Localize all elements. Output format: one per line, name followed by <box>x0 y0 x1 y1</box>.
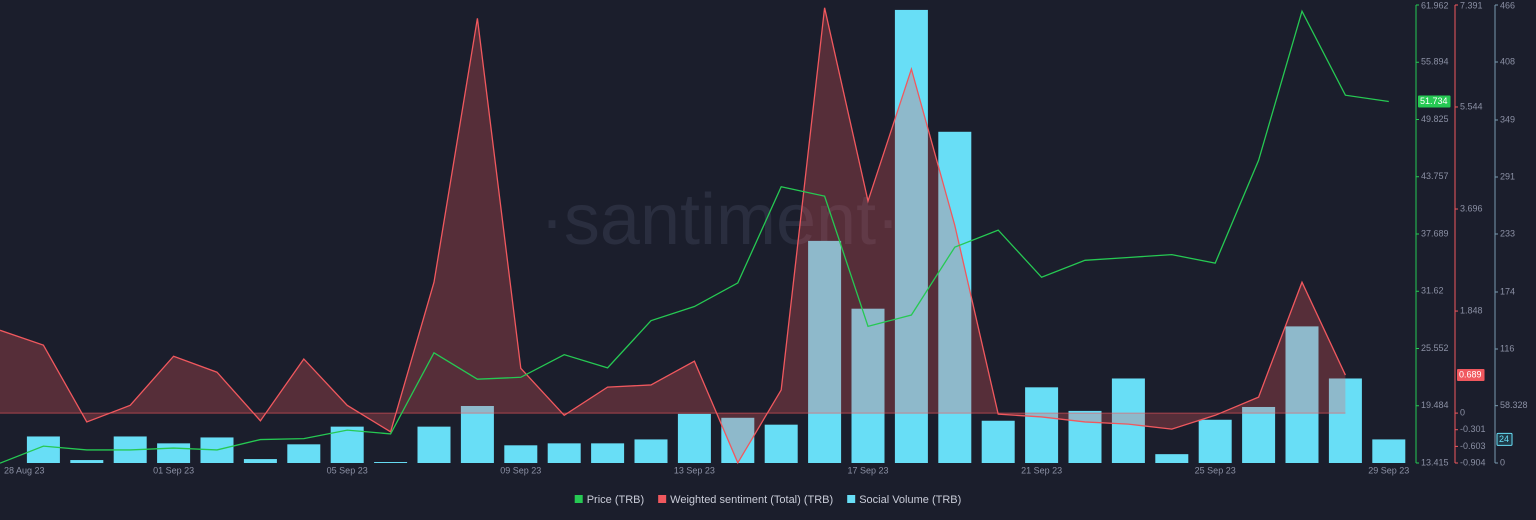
bar <box>1155 454 1189 463</box>
legend-label: Social Volume (TRB) <box>859 494 961 506</box>
legend-swatch <box>847 495 856 503</box>
legend-swatch <box>658 495 667 503</box>
bar <box>460 405 494 463</box>
x-tick-label: 28 Aug 23 <box>4 465 45 475</box>
tick-label: 291 <box>1500 171 1515 181</box>
legend: Price (TRB) Weighted sentiment (Total) (T… <box>574 494 961 506</box>
bar <box>1068 410 1102 463</box>
tick-label: 25.552 <box>1421 343 1449 353</box>
legend-swatch <box>574 495 583 503</box>
bar <box>1372 439 1406 463</box>
tick-label: 31.62 <box>1421 286 1444 296</box>
badge-label: 24 <box>1499 434 1509 444</box>
tick-label: 116 <box>1500 343 1514 353</box>
tick-label: 349 <box>1500 114 1515 124</box>
x-tick-label: 17 Sep 23 <box>847 465 888 475</box>
tick-label: -0.904 <box>1460 457 1486 467</box>
bar <box>243 459 277 463</box>
sentiment-line <box>0 7 1346 465</box>
bar <box>851 308 885 463</box>
bar <box>634 439 668 463</box>
x-tick-label: 21 Sep 23 <box>1021 465 1062 475</box>
bar <box>417 426 451 463</box>
tick-label: -0.301 <box>1460 424 1486 434</box>
tick-label: 466 <box>1500 0 1515 10</box>
tick-label: 0 <box>1460 407 1465 417</box>
bar <box>374 462 408 463</box>
bar <box>547 443 581 463</box>
value-badge: 0.689 <box>1457 369 1485 382</box>
x-tick-label: 25 Sep 23 <box>1195 465 1236 475</box>
bar <box>677 413 711 463</box>
bar <box>764 424 798 463</box>
tick-label: 7.391 <box>1460 0 1483 10</box>
bar <box>1198 419 1232 463</box>
tick-label: 61.962 <box>1421 0 1449 10</box>
x-tick-label: 01 Sep 23 <box>153 465 194 475</box>
x-tick-label: 13 Sep 23 <box>674 465 715 475</box>
bar <box>1242 406 1276 463</box>
x-tick-label: 05 Sep 23 <box>327 465 368 475</box>
bar <box>1328 378 1362 463</box>
tick-label: 58.328 <box>1500 400 1528 410</box>
bar <box>808 240 842 463</box>
bar <box>287 444 321 463</box>
bar <box>504 445 538 463</box>
tick-label: 19.484 <box>1421 400 1449 410</box>
tick-label: 0 <box>1500 457 1505 467</box>
bar <box>1285 326 1319 463</box>
price-line <box>0 9 1389 464</box>
tick-label: 13.415 <box>1421 457 1449 467</box>
tick-label: 233 <box>1500 228 1515 238</box>
tick-label: 174 <box>1500 286 1515 296</box>
bar <box>26 436 60 463</box>
tick-label: 37.689 <box>1421 228 1449 238</box>
badge-label: 0.689 <box>1459 369 1482 379</box>
badge-label: 51.734 <box>1420 96 1448 106</box>
bar <box>1111 378 1145 463</box>
tick-label: 49.825 <box>1421 114 1449 124</box>
bar <box>1025 387 1059 463</box>
bar <box>70 460 104 463</box>
tick-label: 1.848 <box>1460 305 1483 315</box>
bar <box>894 9 928 464</box>
badge-box <box>1418 95 1451 108</box>
bar <box>591 443 625 463</box>
tick-label: 408 <box>1500 56 1515 66</box>
x-tick-label: 29 Sep 23 <box>1368 465 1409 475</box>
tick-label: 5.544 <box>1460 101 1483 111</box>
value-badge: 24 <box>1496 432 1513 446</box>
bar <box>157 443 191 463</box>
tick-label: 55.894 <box>1421 57 1449 67</box>
legend-label: Weighted sentiment (Total) (TRB) <box>670 494 833 506</box>
tick-label: -0.603 <box>1460 441 1486 451</box>
bar <box>721 417 755 463</box>
tick-label: 43.757 <box>1421 171 1449 181</box>
value-badge: 51.734 <box>1418 95 1451 108</box>
bar <box>981 420 1015 463</box>
badge-box <box>1496 432 1513 446</box>
tick-label: 3.696 <box>1460 203 1483 213</box>
x-tick-label: 09 Sep 23 <box>500 465 541 475</box>
badge-box <box>1457 369 1485 382</box>
legend-label: Price (TRB) <box>587 494 644 506</box>
